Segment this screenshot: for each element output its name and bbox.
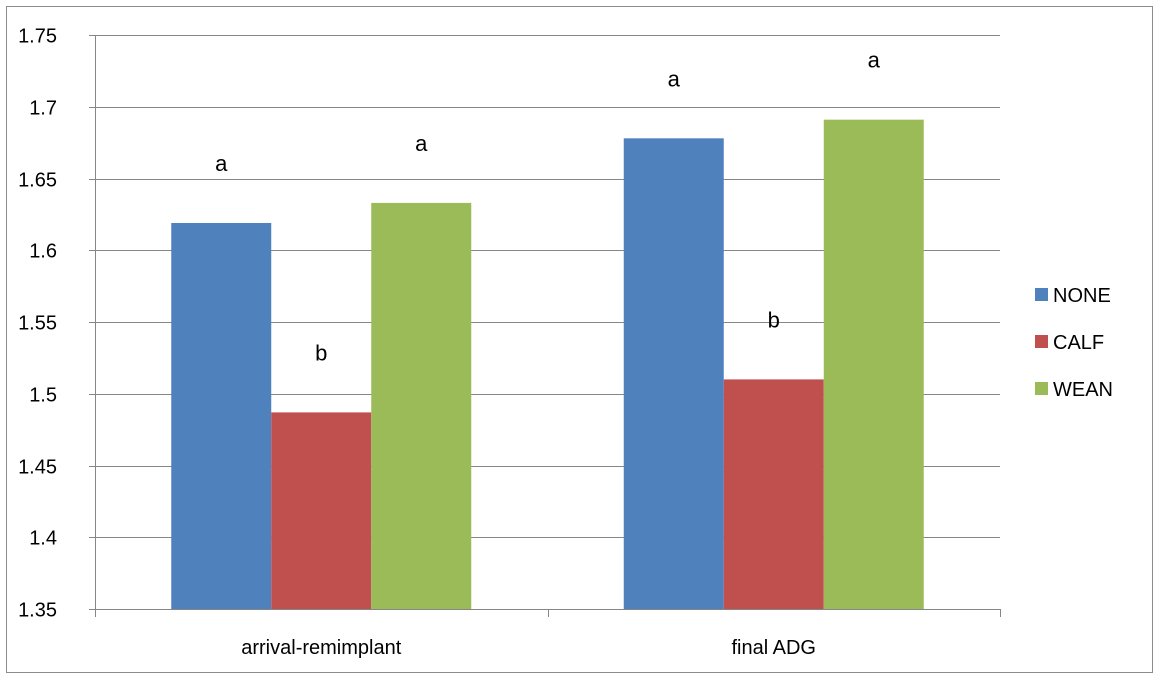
y-tick-label: 1.4 — [29, 528, 57, 550]
significance-letters: a b a a b a — [215, 48, 881, 366]
y-tick-label: 1.55 — [18, 313, 57, 335]
legend-label: NONE — [1053, 285, 1111, 307]
significance-letter: a — [668, 66, 681, 91]
bars — [171, 119, 924, 610]
legend-swatch-none — [1035, 288, 1048, 301]
bar-calf — [723, 379, 824, 609]
y-tick-label: 1.5 — [29, 385, 57, 407]
legend-swatch-calf — [1035, 335, 1048, 348]
x-category-label: final ADG — [732, 637, 816, 659]
y-tick-label: 1.65 — [18, 170, 57, 192]
legend-swatch-wean — [1035, 382, 1048, 395]
bar-none — [623, 138, 724, 609]
significance-letter: a — [215, 151, 228, 176]
legend-label: CALF — [1053, 332, 1104, 354]
bar-calf — [271, 412, 372, 609]
significance-letter: b — [768, 307, 780, 332]
significance-letter: a — [415, 131, 428, 156]
significance-letter: a — [868, 48, 881, 73]
bar-wean — [823, 119, 924, 609]
y-tick-label: 1.75 — [18, 26, 57, 48]
bar-none — [171, 222, 272, 610]
significance-letter: b — [315, 340, 327, 365]
x-category-label: arrival-remimplant — [241, 637, 401, 659]
legend: NONE CALF WEAN — [1035, 285, 1113, 401]
y-tick-label: 1.7 — [29, 98, 57, 120]
y-tick-label: 1.6 — [29, 241, 57, 263]
axes: 1.35 1.4 1.45 1.5 1.55 1.6 1.65 1.7 1.75 arrival-… — [18, 26, 1001, 659]
y-tick-label: 1.35 — [18, 600, 57, 622]
bar-wean — [371, 202, 472, 609]
y-tick-label: 1.45 — [18, 457, 57, 479]
legend-label: WEAN — [1053, 379, 1113, 401]
